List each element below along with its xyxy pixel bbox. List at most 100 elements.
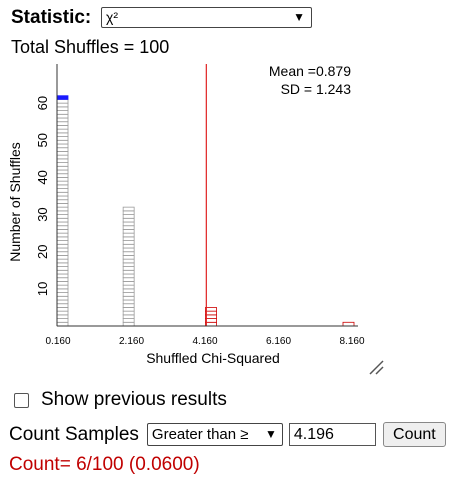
total-shuffles: Total Shuffles = 100 xyxy=(11,37,170,57)
dot xyxy=(56,262,69,267)
dot xyxy=(122,221,135,227)
dot xyxy=(122,206,135,212)
dot xyxy=(56,321,69,327)
statistic-label: Statistic: xyxy=(11,7,92,28)
dot xyxy=(56,281,69,286)
dot xyxy=(56,180,69,186)
dot xyxy=(342,321,355,327)
dot xyxy=(205,318,217,323)
dot xyxy=(56,165,69,171)
y-tick-label: 10 xyxy=(35,282,50,296)
dot xyxy=(56,206,69,212)
dot xyxy=(122,255,135,260)
dot xyxy=(56,188,69,193)
x-tick-labels: 0.160 2.160 4.160 6.160 8.160 xyxy=(45,336,364,347)
dot xyxy=(56,136,69,141)
dot xyxy=(56,162,69,167)
dot xyxy=(122,277,135,282)
dot xyxy=(122,251,135,256)
statistic-row: Statistic: xyxy=(11,5,91,31)
dot xyxy=(56,273,69,279)
x-tick-label: 0.160 xyxy=(45,336,70,347)
x-tick-label: 4.160 xyxy=(192,336,217,347)
x-tick-label: 8.160 xyxy=(339,336,364,347)
count-result: Count= 6/100 (0.0600) xyxy=(9,454,200,475)
dot xyxy=(56,143,69,149)
dot xyxy=(122,232,135,238)
chevron-down-icon: ▼ xyxy=(265,427,277,441)
dot xyxy=(122,288,135,293)
dot xyxy=(56,307,69,312)
dot xyxy=(56,199,69,204)
dot xyxy=(56,277,69,282)
y-tick-label: 50 xyxy=(35,133,50,147)
dot xyxy=(56,221,69,227)
dot xyxy=(122,299,135,305)
dot xyxy=(122,258,135,264)
dot xyxy=(122,318,135,323)
dot xyxy=(56,314,69,319)
dot xyxy=(56,284,69,290)
dot xyxy=(122,284,135,290)
dot xyxy=(122,303,135,308)
dot xyxy=(122,247,135,253)
dot xyxy=(56,132,69,137)
dot xyxy=(56,191,69,197)
dot xyxy=(122,243,135,249)
dot xyxy=(56,110,69,115)
bar-1 xyxy=(122,206,135,327)
y-tick-label: 40 xyxy=(35,170,50,184)
dot xyxy=(56,184,69,189)
dot xyxy=(56,128,69,134)
dot xyxy=(56,217,69,223)
sd-label: SD = 1.243 xyxy=(281,81,352,97)
dot xyxy=(56,158,69,163)
dot xyxy=(122,295,135,301)
dot xyxy=(56,310,69,316)
bar-0 xyxy=(56,95,69,327)
dot xyxy=(122,240,135,245)
dot xyxy=(56,288,69,293)
dot xyxy=(56,99,69,104)
count-button[interactable]: Count xyxy=(382,422,446,447)
count-samples-label: Count Samples xyxy=(9,423,139,445)
dot xyxy=(56,177,69,182)
dot xyxy=(56,247,69,253)
x-axis-title: Shuffled Chi-Squared xyxy=(146,350,280,366)
dot xyxy=(122,314,135,319)
dot xyxy=(56,240,69,245)
dot xyxy=(122,321,135,327)
dot xyxy=(122,214,135,219)
dot xyxy=(122,262,135,267)
dot xyxy=(56,113,69,119)
dot xyxy=(56,102,69,108)
dot xyxy=(122,217,135,223)
dot xyxy=(56,214,69,219)
dot xyxy=(122,281,135,286)
shuffle-histogram: 10 20 30 40 50 60 0.160 2.160 4.160 6.160 8.160 M… xyxy=(0,58,466,378)
dot xyxy=(56,203,69,208)
comparison-select[interactable]: Greater than ≥ ▼ xyxy=(146,423,283,446)
dot xyxy=(122,269,135,275)
dot xyxy=(56,106,69,111)
dot xyxy=(205,310,217,316)
resize-handle-icon[interactable] xyxy=(369,360,384,375)
y-tick-label: 20 xyxy=(35,244,50,258)
dot xyxy=(56,210,69,215)
bar-3 xyxy=(342,321,355,327)
dot xyxy=(122,236,135,241)
dot xyxy=(56,318,69,323)
dot xyxy=(122,310,135,316)
dot xyxy=(56,151,69,156)
dot xyxy=(56,299,69,305)
y-tick-label: 60 xyxy=(35,96,50,110)
dot xyxy=(205,321,217,327)
show-previous-checkbox[interactable] xyxy=(14,392,29,408)
cutoff-input[interactable]: 4.196 xyxy=(288,423,376,446)
dot xyxy=(56,232,69,238)
statistic-select[interactable]: χ² ▼ xyxy=(101,7,312,28)
dot xyxy=(122,273,135,279)
show-previous-row[interactable]: Show previous results xyxy=(14,389,227,411)
mean-label: Mean =0.879 xyxy=(269,63,351,79)
dot xyxy=(122,266,135,271)
